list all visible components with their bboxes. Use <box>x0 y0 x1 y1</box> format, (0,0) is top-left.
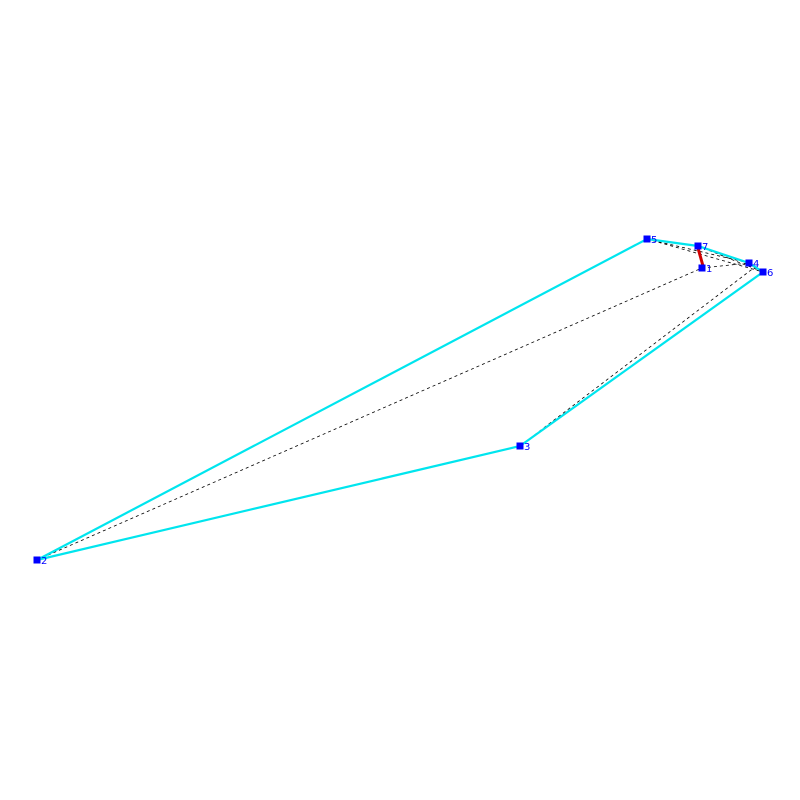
hull <box>36 237 765 562</box>
dashed-line <box>646 238 764 273</box>
red-edge <box>696 247 705 267</box>
node-point <box>698 264 706 272</box>
nodes: 1 2 3 4 5 6 7 <box>33 235 773 567</box>
dashed-line <box>519 266 756 447</box>
node-point <box>33 556 41 564</box>
node-point <box>516 442 524 450</box>
dashed-line <box>701 262 750 269</box>
node-label: 4 <box>753 259 759 270</box>
node-point <box>694 242 702 250</box>
node-label: 3 <box>524 442 530 453</box>
node-point <box>745 259 753 267</box>
node-label: 7 <box>702 242 708 253</box>
dashed-line <box>36 267 703 561</box>
node-point <box>643 235 651 243</box>
node-label: 6 <box>767 268 773 279</box>
dashed-lines <box>36 238 764 561</box>
node-label: 5 <box>651 235 657 246</box>
node-label: 1 <box>706 264 712 275</box>
node-point <box>759 268 767 276</box>
node-label: 2 <box>41 556 47 567</box>
